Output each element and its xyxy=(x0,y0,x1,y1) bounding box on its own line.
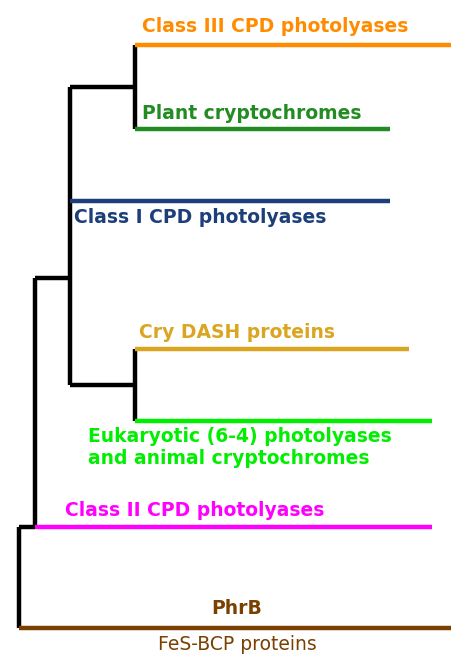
Text: PhrB: PhrB xyxy=(211,599,263,618)
Text: FeS-BCP proteins: FeS-BCP proteins xyxy=(158,636,316,654)
Text: Cry DASH proteins: Cry DASH proteins xyxy=(139,323,336,343)
Text: Eukaryotic (6-4) photolyases
and animal cryptochromes: Eukaryotic (6-4) photolyases and animal … xyxy=(88,427,392,468)
Text: Class II CPD photolyases: Class II CPD photolyases xyxy=(65,500,325,519)
Text: Class I CPD photolyases: Class I CPD photolyases xyxy=(74,209,327,228)
Text: Plant cryptochromes: Plant cryptochromes xyxy=(142,104,361,123)
Text: Class III CPD photolyases: Class III CPD photolyases xyxy=(142,16,408,36)
